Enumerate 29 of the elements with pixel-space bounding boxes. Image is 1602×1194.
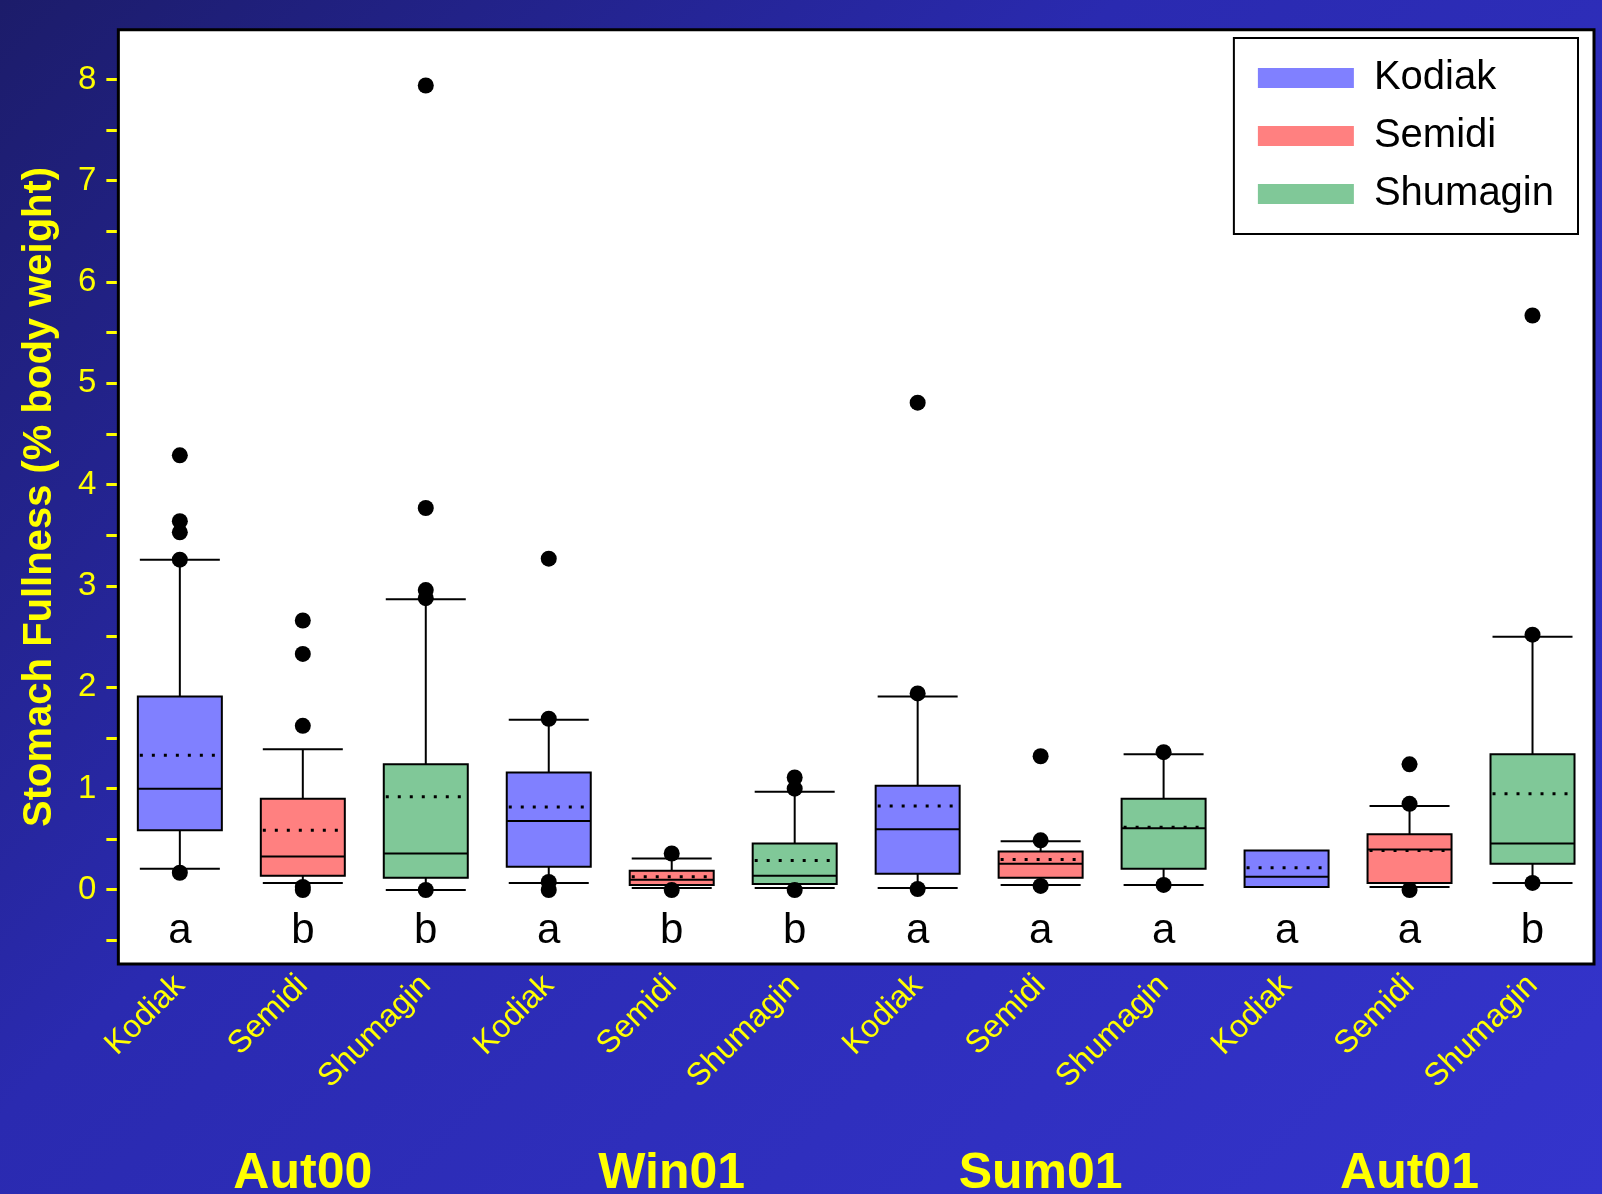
annotation: a [537,904,562,952]
annotation: a [1274,904,1299,952]
legend-label: Shumagin [1373,169,1555,214]
text: Aut00 [233,1143,373,1194]
annotation: b [1520,904,1545,952]
y-tick-label: 5 [77,362,97,400]
y-tick-label: 4 [77,463,97,501]
legend-label: Semidi [1373,111,1497,156]
annotation: b [660,904,684,952]
annotation: a [1397,904,1422,952]
y-tick-label: 1 [77,767,97,805]
y-tick-label: 2 [77,666,97,704]
annotation: b [291,904,315,952]
annotation: a [168,904,193,952]
y-tick-label: 6 [77,261,97,299]
y-tick-label: 8 [77,58,97,96]
text: Win01 [598,1143,746,1194]
text: Aut01 [1340,1143,1480,1194]
annotation: b [783,904,807,952]
annotation: a [1028,904,1053,952]
y-axis-title: Stomach Fullness (% body weight) [15,166,60,827]
text: Sum01 [958,1143,1123,1194]
annotation: a [905,904,930,952]
y-tick-label: 7 [77,159,97,197]
annotation: a [1151,904,1176,952]
annotation: b [414,904,438,952]
y-tick-label: 0 [77,869,97,907]
y-tick-label: 3 [77,565,97,603]
legend-label: Kodiak [1373,53,1498,98]
